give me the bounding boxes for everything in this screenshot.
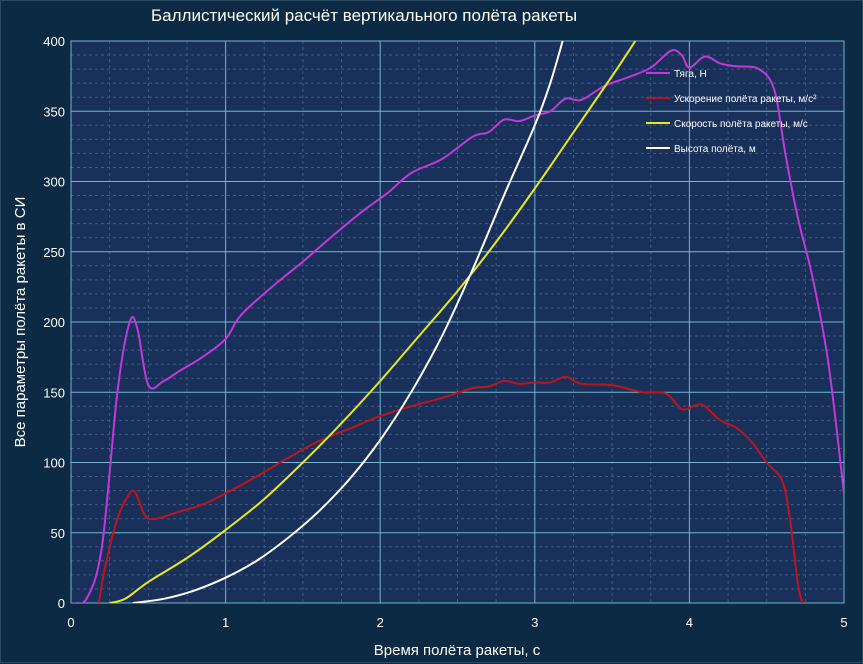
y-tick-label: 400 (43, 34, 65, 49)
series-group (71, 40, 844, 603)
y-tick-label: 150 (43, 385, 65, 400)
legend-label-altitude: Высота полёта, м (674, 144, 756, 155)
x-tick-label: 5 (840, 615, 847, 630)
chart-title: Баллистический расчёт вертикального полё… (151, 6, 577, 25)
y-tick-label: 100 (43, 456, 65, 471)
x-axis-ticks: 0 1 2 3 4 5 (67, 615, 847, 630)
x-tick-label: 2 (377, 615, 384, 630)
x-axis-label: Время полёта ракеты, с (374, 642, 541, 659)
legend-label-acceleration: Ускорение полёта ракеты, м/с² (674, 94, 817, 105)
y-tick-label: 250 (43, 245, 65, 260)
x-tick-label: 3 (531, 615, 538, 630)
x-tick-label: 1 (222, 615, 229, 630)
x-tick-label: 0 (67, 615, 74, 630)
series-line-velocity (109, 40, 637, 603)
series-line-acceleration (97, 375, 804, 603)
series-line-thrust (71, 49, 844, 603)
legend-label-velocity: Скорость полёта ракеты, м/с (674, 119, 808, 130)
y-tick-label: 0 (58, 596, 65, 611)
legend: Тяга, Н Ускорение полёта ракеты, м/с² Скор… (646, 69, 817, 155)
y-tick-label: 50 (51, 526, 65, 541)
y-tick-label: 200 (43, 315, 65, 330)
y-tick-label: 350 (43, 104, 65, 119)
x-tick-label: 4 (686, 615, 693, 630)
legend-label-thrust: Тяга, Н (674, 69, 707, 80)
y-axis-ticks: 0 50 100 150 200 250 300 350 400 (43, 34, 65, 611)
y-axis-label: Все параметры полёта ракеты в СИ (12, 197, 29, 448)
minor-grid (71, 41, 844, 603)
y-tick-label: 300 (43, 175, 65, 190)
series-line-altitude (132, 40, 564, 603)
